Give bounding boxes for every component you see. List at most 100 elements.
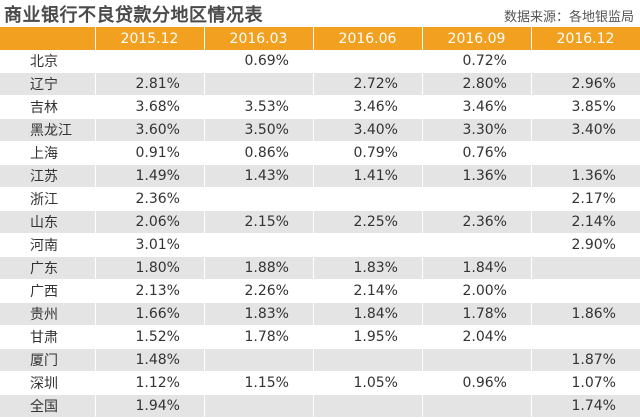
npl-ratio-cell [422, 394, 532, 418]
table-row: 吉林 3.68% 3.53% 3.46% 3.46% 3.85% [0, 95, 640, 119]
header: 商业银行不良贷款分地区情况表 数据来源：各地银监局 [0, 0, 640, 27]
npl-ratio-cell: 1.49% [95, 164, 205, 188]
npl-ratio-cell: 0.79% [313, 141, 423, 165]
header-cell-period: 2016.12 [531, 27, 640, 50]
table-row: 江苏 1.49% 1.43% 1.41% 1.36% 1.36% [0, 164, 640, 188]
npl-ratio-cell: 1.36% [422, 164, 532, 188]
npl-ratio-cell: 3.46% [313, 95, 423, 119]
npl-ratio-cell: 1.36% [531, 164, 640, 188]
npl-ratio-cell: 1.52% [95, 325, 205, 349]
npl-ratio-cell: 2.00% [422, 279, 532, 303]
npl-ratio-cell: 1.48% [95, 348, 205, 372]
npl-ratio-cell: 1.41% [313, 164, 423, 188]
npl-ratio-cell: 2.25% [313, 210, 423, 234]
npl-ratio-cell: 1.84% [422, 256, 532, 280]
npl-ratio-cell: 2.36% [95, 187, 205, 211]
npl-ratio-cell: 2.13% [95, 279, 205, 303]
npl-ratio-cell [204, 394, 314, 418]
npl-ratio-cell: 0.86% [204, 141, 314, 165]
table-row: 上海 0.91% 0.86% 0.79% 0.76% [0, 141, 640, 165]
table-row: 深圳 1.12% 1.15% 1.05% 0.96% 1.07% [0, 371, 640, 395]
region-cell: 贵州 [0, 302, 96, 326]
npl-ratio-cell: 2.90% [531, 233, 640, 257]
npl-ratio-cell: 3.40% [313, 118, 423, 142]
npl-ratio-cell [313, 394, 423, 418]
table-row: 河南 3.01% 2.90% [0, 233, 640, 257]
table-row: 黑龙江 3.60% 3.50% 3.40% 3.30% 3.40% [0, 118, 640, 142]
npl-ratio-cell: 1.78% [422, 302, 532, 326]
npl-ratio-cell: 3.60% [95, 118, 205, 142]
npl-ratio-cell [204, 233, 314, 257]
npl-ratio-cell [531, 141, 640, 165]
npl-ratio-cell [95, 50, 205, 73]
npl-ratio-cell: 3.85% [531, 95, 640, 119]
npl-ratio-cell: 1.86% [531, 302, 640, 326]
header-cell-period: 2016.09 [422, 27, 532, 50]
table-row: 广东 1.80% 1.88% 1.83% 1.84% [0, 256, 640, 280]
npl-ratio-cell: 1.80% [95, 256, 205, 280]
npl-ratio-cell: 1.07% [531, 371, 640, 395]
npl-ratio-cell [313, 50, 423, 73]
npl-ratio-cell: 0.69% [204, 50, 314, 73]
npl-table: 2015.12 2016.03 2016.06 2016.09 2016.12 北京 0.… [0, 27, 640, 418]
npl-ratio-cell: 2.04% [422, 325, 532, 349]
npl-ratio-cell: 1.95% [313, 325, 423, 349]
npl-ratio-cell: 2.80% [422, 72, 532, 96]
npl-ratio-cell: 2.81% [95, 72, 205, 96]
npl-ratio-cell [204, 187, 314, 211]
npl-ratio-cell: 2.06% [95, 210, 205, 234]
table-row: 山东 2.06% 2.15% 2.25% 2.36% 2.14% [0, 210, 640, 234]
npl-ratio-cell: 2.26% [204, 279, 314, 303]
npl-ratio-cell: 1.88% [204, 256, 314, 280]
region-cell: 吉林 [0, 95, 96, 119]
data-source-note: 数据来源：各地银监局 [503, 10, 634, 25]
npl-ratio-cell [531, 279, 640, 303]
npl-ratio-cell: 2.96% [531, 72, 640, 96]
npl-ratio-cell: 3.40% [531, 118, 640, 142]
npl-ratio-cell: 1.12% [95, 371, 205, 395]
npl-ratio-cell: 1.83% [313, 256, 423, 280]
header-cell-period: 2016.06 [313, 27, 423, 50]
region-cell: 黑龙江 [0, 118, 96, 142]
npl-ratio-cell: 0.91% [95, 141, 205, 165]
npl-ratio-cell [422, 187, 532, 211]
npl-ratio-cell: 0.72% [422, 50, 532, 73]
npl-ratio-cell: 2.36% [422, 210, 532, 234]
region-cell: 广西 [0, 279, 96, 303]
header-cell-period: 2016.03 [204, 27, 314, 50]
npl-ratio-cell [313, 348, 423, 372]
npl-ratio-cell: 1.15% [204, 371, 314, 395]
header-cell-region [0, 27, 96, 50]
region-cell: 全国 [0, 394, 96, 418]
npl-ratio-cell [313, 187, 423, 211]
npl-ratio-cell: 2.72% [313, 72, 423, 96]
table-title: 商业银行不良贷款分地区情况表 [4, 5, 263, 26]
npl-ratio-cell: 1.43% [204, 164, 314, 188]
header-cell-period: 2015.12 [95, 27, 205, 50]
npl-ratio-cell: 1.83% [204, 302, 314, 326]
table-row: 辽宁 2.81% 2.72% 2.80% 2.96% [0, 72, 640, 96]
table-row: 贵州 1.66% 1.83% 1.84% 1.78% 1.86% [0, 302, 640, 326]
npl-ratio-cell: 3.53% [204, 95, 314, 119]
table-row: 全国 1.94% 1.74% [0, 394, 640, 418]
npl-ratio-cell: 1.94% [95, 394, 205, 418]
npl-ratio-cell: 3.50% [204, 118, 314, 142]
npl-ratio-cell: 0.76% [422, 141, 532, 165]
npl-ratio-cell [204, 72, 314, 96]
npl-ratio-cell [313, 233, 423, 257]
npl-ratio-cell: 3.01% [95, 233, 205, 257]
region-cell: 河南 [0, 233, 96, 257]
table-row: 北京 0.69% 0.72% [0, 50, 640, 73]
npl-ratio-cell: 1.66% [95, 302, 205, 326]
npl-ratio-cell [422, 233, 532, 257]
npl-ratio-cell: 0.96% [422, 371, 532, 395]
region-cell: 上海 [0, 141, 96, 165]
region-cell: 浙江 [0, 187, 96, 211]
npl-ratio-cell [531, 50, 640, 73]
npl-ratio-cell [531, 325, 640, 349]
npl-ratio-cell: 3.30% [422, 118, 532, 142]
region-cell: 甘肃 [0, 325, 96, 349]
table-row: 厦门 1.48% 1.87% [0, 348, 640, 372]
npl-ratio-cell: 1.78% [204, 325, 314, 349]
